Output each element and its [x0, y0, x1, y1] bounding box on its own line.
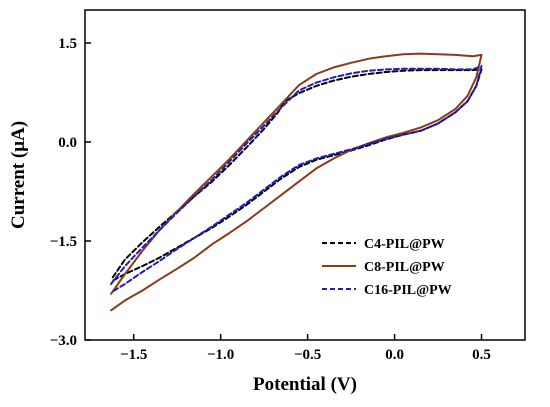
series-line-c8-pil-pw — [110, 52, 483, 312]
legend-label: C8-PIL@PW — [364, 260, 445, 275]
y-tick-label: −3.0 — [50, 333, 77, 349]
x-tick-label: 0.0 — [385, 347, 404, 363]
x-tick-label: −1.5 — [120, 347, 147, 363]
series-layer — [110, 52, 483, 312]
legend: C4-PIL@PW C8-PIL@PW C16-PIL@PW — [322, 237, 452, 298]
y-tick-label: −1.5 — [50, 234, 77, 250]
y-tick-label: 1.5 — [58, 36, 77, 52]
series-line-c16-pil-pw — [110, 65, 483, 294]
x-tick-label: −0.5 — [294, 347, 321, 363]
y-tick-label: 0.0 — [58, 135, 77, 151]
x-tick-label: −1.0 — [207, 347, 234, 363]
y-axis-title: Current (μA) — [8, 121, 29, 229]
legend-label: C4-PIL@PW — [364, 237, 445, 252]
x-tick-label: 0.5 — [472, 347, 491, 363]
plot-frame — [84, 9, 526, 341]
ticks-layer: −1.5 −1.0 −0.5 0.0 0.5 −3.0 −1.5 0.0 1.5 — [50, 36, 491, 363]
x-axis-title: Potential (V) — [253, 374, 357, 395]
legend-label: C16-PIL@PW — [364, 283, 452, 298]
